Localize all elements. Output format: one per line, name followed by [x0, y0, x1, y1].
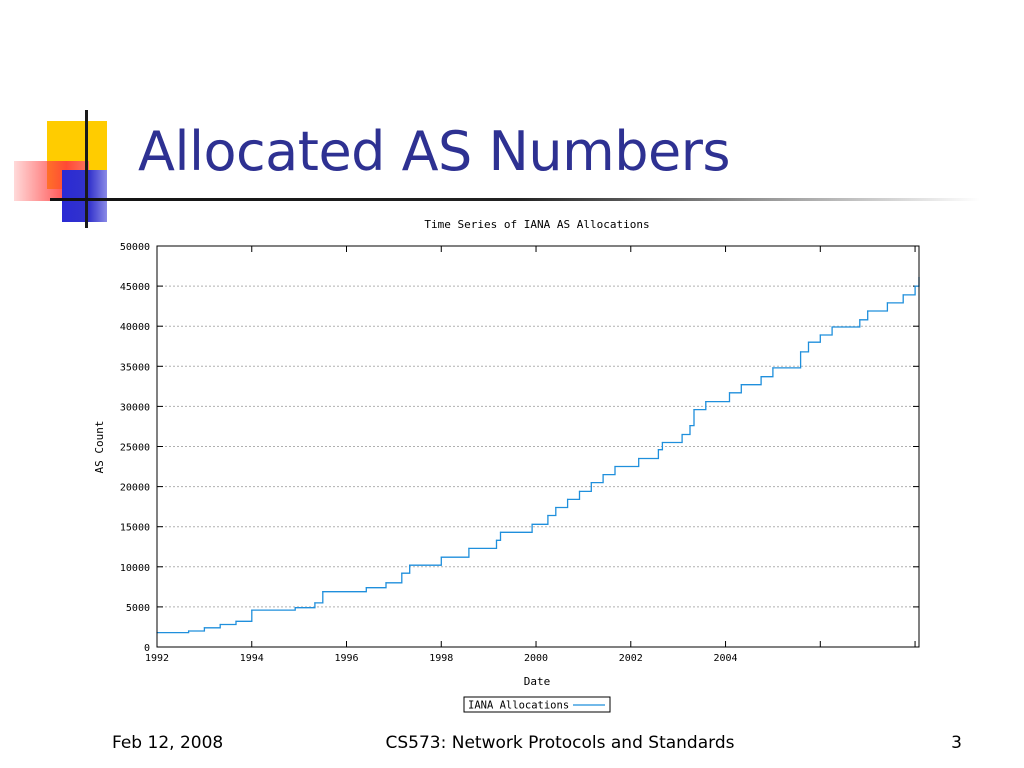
- data-point: [831, 326, 833, 328]
- data-point: [555, 506, 557, 509]
- data-point: [251, 609, 253, 611]
- data-point: [859, 319, 861, 321]
- data-point: [499, 531, 502, 533]
- data-point: [760, 376, 762, 378]
- blue-square-decoration: [62, 170, 107, 222]
- x-tick-label: 1994: [240, 653, 264, 664]
- x-tick-label: 1996: [334, 653, 358, 664]
- x-tick-label: 2004: [713, 653, 737, 664]
- data-point: [409, 564, 411, 566]
- data-point: [468, 547, 470, 549]
- y-tick-label: 0: [144, 643, 150, 654]
- vertical-rule: [85, 110, 88, 228]
- legend-label: IANA Allocations: [468, 700, 569, 712]
- data-point: [740, 384, 742, 386]
- data-point: [531, 523, 533, 525]
- x-tick-label: 2000: [524, 653, 548, 664]
- y-tick-label: 10000: [120, 563, 150, 574]
- data-point: [689, 425, 691, 427]
- data-point: [772, 367, 774, 369]
- data-point: [914, 285, 916, 287]
- data-point: [705, 401, 707, 403]
- data-point: [886, 302, 889, 304]
- grid-layer: [157, 285, 919, 608]
- series-layer: [156, 276, 920, 634]
- data-point: [547, 514, 549, 517]
- data-point: [567, 498, 569, 500]
- chart-title: Time Series of IANA AS Allocations: [424, 218, 649, 231]
- data-point: [385, 582, 387, 584]
- data-point: [902, 294, 904, 296]
- x-tick-label: 1998: [429, 653, 453, 664]
- y-tick-label: 15000: [120, 523, 150, 534]
- data-point: [602, 474, 604, 476]
- y-tick-label: 20000: [120, 483, 150, 494]
- data-point: [219, 623, 221, 626]
- data-point: [657, 449, 660, 451]
- data-point: [819, 334, 821, 336]
- data-point: [235, 620, 237, 622]
- x-tick-label: 2002: [619, 653, 643, 664]
- data-point: [807, 341, 810, 343]
- as-allocations-chart: Time Series of IANA AS Allocations 0 5000…: [93, 218, 920, 713]
- y-tick-label: 40000: [120, 322, 150, 333]
- x-tick-label: 1992: [145, 653, 169, 664]
- data-point: [661, 441, 664, 444]
- data-point: [365, 587, 367, 589]
- data-point: [638, 457, 640, 460]
- footer-date: Feb 12, 2008: [112, 733, 224, 753]
- data-point: [294, 607, 296, 609]
- data-point: [681, 433, 683, 436]
- footer-page-number: 3: [951, 733, 962, 753]
- y-axis-label: AS Count: [93, 421, 106, 474]
- legend: IANA Allocations: [463, 696, 611, 713]
- slide-title: Allocated AS Numbers: [138, 120, 731, 183]
- plot-frame: [156, 245, 920, 648]
- data-point: [322, 591, 324, 593]
- data-point: [867, 310, 869, 312]
- y-tick-label: 50000: [120, 242, 150, 253]
- data-point: [614, 465, 616, 468]
- tick-layer: 0 5000 10000 15000 20000 25000 30000 35000 40000…: [120, 242, 919, 664]
- data-point: [590, 482, 592, 484]
- y-tick-label: 5000: [126, 603, 150, 614]
- legend-box: [463, 696, 611, 713]
- data-point: [495, 539, 498, 541]
- data-point: [188, 630, 190, 632]
- data-point: [401, 572, 403, 574]
- series-line: [157, 277, 920, 634]
- data-point: [728, 392, 731, 394]
- data-point: [578, 490, 581, 492]
- data-point: [314, 602, 316, 604]
- footer-course: CS573: Network Protocols and Standards: [385, 733, 735, 753]
- data-point: [693, 409, 695, 411]
- data-point: [800, 351, 802, 353]
- data-point: [203, 627, 205, 629]
- title-underline: [50, 198, 980, 201]
- y-tick-label: 35000: [120, 362, 150, 373]
- data-point: [440, 556, 442, 558]
- y-tick-label: 30000: [120, 402, 150, 413]
- y-tick-label: 25000: [120, 443, 150, 454]
- x-axis-label: Date: [524, 675, 551, 688]
- y-tick-label: 45000: [120, 282, 150, 293]
